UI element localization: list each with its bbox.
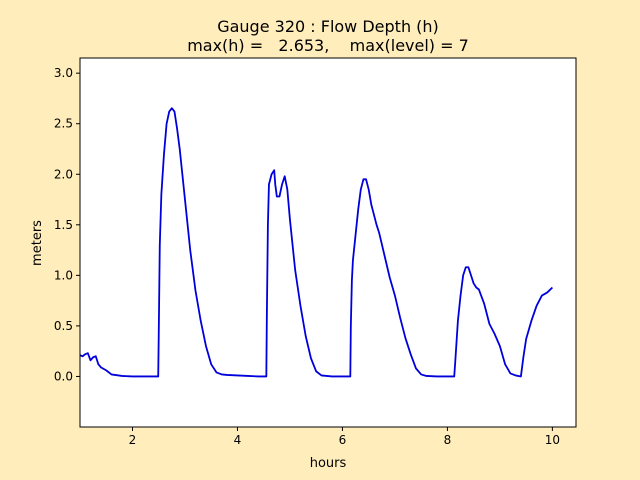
y-tick-label: 1.0 [54,268,73,282]
plot-frame [79,57,577,428]
chart-marks: 2 4 6 8 10 0.0 0.5 1.0 1.5 2.0 2.5 3.0 [54,66,560,447]
x-tick-label: 2 [129,433,137,447]
y-tick-label: 0.0 [54,369,73,383]
y-tick-label: 1.5 [54,218,73,232]
y-tick-label: 2.5 [54,117,73,131]
y-tick-label: 2.0 [54,167,73,181]
x-tick-label: 8 [444,433,452,447]
y-tick-label: 0.5 [54,319,73,333]
chart-title-line-1: Gauge 320 : Flow Depth (h) [217,17,439,36]
chart-title-line-2: max(h) = 2.653, max(level) = 7 [187,36,469,55]
y-axis-label: meters [30,220,45,266]
x-tick-label: 6 [339,433,347,447]
plot-area [80,58,576,427]
x-axis-label: hours [310,456,347,471]
y-tick-label: 3.0 [54,66,73,80]
x-tick-label: 10 [545,433,560,447]
flow-depth-line [79,107,554,378]
x-tick-label: 4 [234,433,242,447]
